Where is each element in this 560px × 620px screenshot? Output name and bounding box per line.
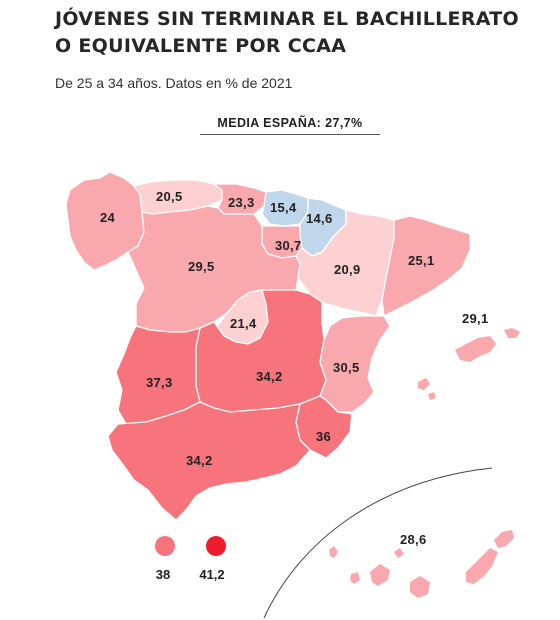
label-castilla-la-mancha: 34,2 <box>256 369 283 384</box>
label-cataluna: 25,1 <box>408 253 435 268</box>
label-baleares: 29,1 <box>462 311 489 326</box>
label-canarias: 28,6 <box>400 532 427 547</box>
label-extremadura: 37,3 <box>146 375 173 390</box>
label-murcia: 36 <box>316 429 331 444</box>
legend-swatch-min <box>155 536 175 556</box>
canarias-inset-curve <box>263 467 493 619</box>
region-baleares[interactable] <box>418 328 520 400</box>
region-canarias[interactable] <box>329 530 514 598</box>
label-cantabria: 23,3 <box>228 195 255 210</box>
label-pais-vasco: 15,4 <box>270 200 297 215</box>
region-cataluna[interactable] <box>381 215 471 317</box>
region-andalucia[interactable] <box>107 401 311 521</box>
label-madrid: 21,4 <box>230 316 257 331</box>
label-asturias: 20,5 <box>156 189 183 204</box>
label-la-rioja: 30,7 <box>275 238 302 253</box>
label-galicia: 24 <box>100 210 116 225</box>
label-andalucia: 34,2 <box>186 453 213 468</box>
average-label: MEDIA ESPAÑA: 27,7% <box>200 116 380 135</box>
subtitle: De 25 a 34 años. Datos en % de 2021 <box>55 75 293 91</box>
title-line-1: JÓVENES SIN TERMINAR EL BACHILLERATO <box>55 8 520 30</box>
map-title: JÓVENES SIN TERMINAR EL BACHILLERATO O E… <box>55 6 535 60</box>
label-comunidad-valenciana: 30,5 <box>333 360 360 375</box>
legend-max-label: 41,2 <box>199 567 225 582</box>
legend-swatch-max <box>206 536 226 556</box>
label-aragon: 20,9 <box>334 262 361 277</box>
legend-min-label: 38 <box>155 567 171 582</box>
label-navarra: 14,6 <box>306 211 333 226</box>
label-castilla-y-leon: 29,5 <box>188 259 215 274</box>
title-line-2: O EQUIVALENTE POR CCAA <box>55 35 347 57</box>
